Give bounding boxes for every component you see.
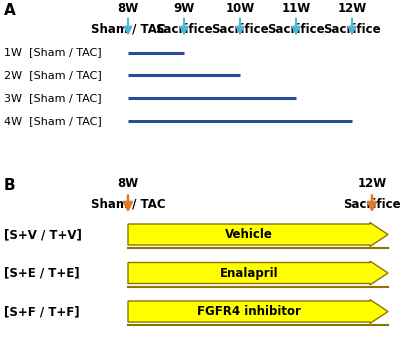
Text: Sacrifice: Sacrifice bbox=[323, 23, 381, 36]
Text: Sacrifice: Sacrifice bbox=[343, 198, 400, 211]
Text: Vehicle: Vehicle bbox=[225, 228, 273, 241]
Text: Sham / TAC: Sham / TAC bbox=[91, 198, 165, 211]
Text: 4W  [Sham / TAC]: 4W [Sham / TAC] bbox=[4, 116, 102, 126]
Text: Sacrifice: Sacrifice bbox=[155, 23, 213, 36]
Text: 8W: 8W bbox=[117, 2, 139, 15]
Text: 10W: 10W bbox=[225, 2, 255, 15]
Polygon shape bbox=[128, 223, 388, 246]
Text: Sacrifice: Sacrifice bbox=[267, 23, 325, 36]
Text: Enalapril: Enalapril bbox=[220, 266, 278, 280]
Text: 11W: 11W bbox=[281, 2, 311, 15]
Text: [S+E / T+E]: [S+E / T+E] bbox=[4, 266, 80, 280]
Text: FGFR4 inhibitor: FGFR4 inhibitor bbox=[197, 305, 301, 318]
Text: 12W: 12W bbox=[357, 177, 387, 190]
Text: 9W: 9W bbox=[173, 2, 195, 15]
Text: [S+V / T+V]: [S+V / T+V] bbox=[4, 228, 82, 241]
Text: 1W  [Sham / TAC]: 1W [Sham / TAC] bbox=[4, 48, 102, 57]
Text: 8W: 8W bbox=[117, 177, 139, 190]
Polygon shape bbox=[128, 261, 388, 285]
Text: Sacrifice: Sacrifice bbox=[211, 23, 269, 36]
Text: Sham / TAC: Sham / TAC bbox=[91, 23, 165, 36]
Text: 2W  [Sham / TAC]: 2W [Sham / TAC] bbox=[4, 70, 102, 80]
Text: B: B bbox=[4, 178, 16, 193]
Text: 12W: 12W bbox=[337, 2, 367, 15]
Text: [S+F / T+F]: [S+F / T+F] bbox=[4, 305, 80, 318]
Text: A: A bbox=[4, 2, 16, 18]
Polygon shape bbox=[128, 300, 388, 323]
Text: 3W  [Sham / TAC]: 3W [Sham / TAC] bbox=[4, 93, 102, 103]
